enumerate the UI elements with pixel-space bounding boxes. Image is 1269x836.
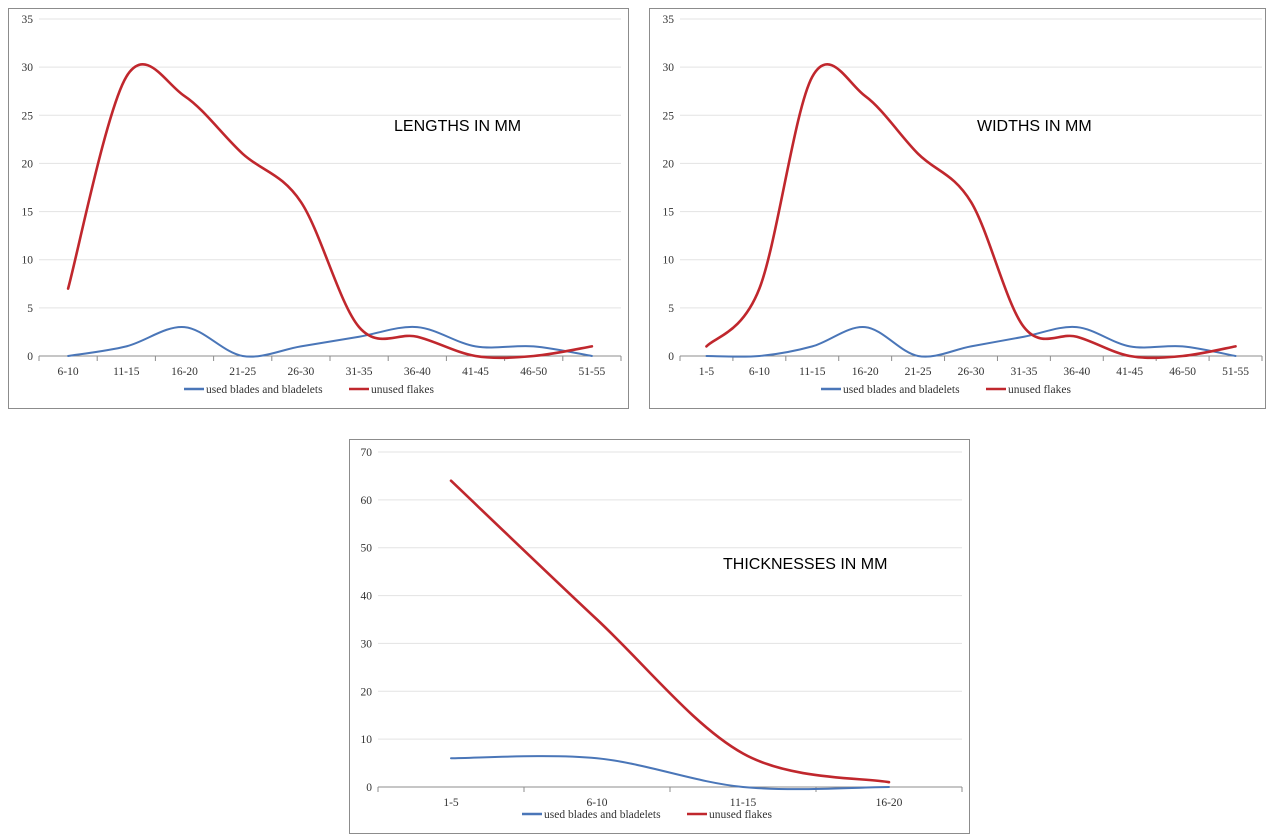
legend-entry: unused flakes	[371, 384, 434, 396]
x-tick-label: 1-5	[443, 797, 459, 809]
y-tick-label: 5	[668, 303, 674, 315]
y-tick-label: 35	[22, 14, 34, 26]
y-tick-label: 35	[663, 14, 675, 26]
y-tick-label: 20	[663, 158, 675, 170]
y-tick-label: 10	[361, 734, 373, 746]
y-tick-label: 10	[663, 255, 675, 267]
chart-svg: 0 5 10 15 20 25 30 35 1-5 6-10 11-15 16-20 21-25 26-3…	[663, 14, 1263, 396]
chart-svg: 0 5 10 15 20 25 30 35 6-10 11-15 16-20 21-25 26-30 31…	[22, 14, 622, 396]
chart-annotation: LENGTHS IN MM	[394, 118, 521, 135]
x-tick-label: 51-55	[1222, 366, 1249, 378]
y-tick-label: 60	[361, 495, 373, 507]
y-tick-label: 40	[361, 591, 373, 603]
chart-annotation: WIDTHS IN MM	[977, 118, 1092, 135]
legend: used blades and bladelets unused flakes	[184, 384, 434, 396]
y-tick-label: 30	[361, 638, 373, 650]
y-tick-label: 15	[22, 207, 34, 219]
x-tick-label: 36-40	[1063, 366, 1090, 378]
y-tick-label: 25	[22, 110, 34, 122]
series-line	[705, 63, 1237, 360]
x-tick-label: 51-55	[578, 366, 605, 378]
legend-entry: unused flakes	[709, 809, 772, 821]
widths-chart: 0 5 10 15 20 25 30 35 1-5 6-10 11-15 16-20 21-25 26-3…	[649, 8, 1266, 409]
y-tick-label: 10	[22, 255, 34, 267]
x-tick-label: 41-45	[462, 366, 489, 378]
y-tick-label: 70	[361, 447, 373, 459]
y-tick-label: 20	[22, 158, 34, 170]
y-tick-label: 0	[27, 351, 33, 363]
chart-svg: 0 10 20 30 40 50 60 70 1-5 6-10 11-15 16-20 THICKNES…	[361, 447, 963, 821]
y-tick-label: 0	[668, 351, 674, 363]
lengths-chart: 0 5 10 15 20 25 30 35 6-10 11-15 16-20 21-25 26-30 31…	[8, 8, 629, 409]
x-tick-label: 41-45	[1116, 366, 1143, 378]
x-tick-label: 16-20	[171, 366, 198, 378]
legend-entry: used blades and bladelets	[843, 384, 960, 396]
legend-entry: used blades and bladelets	[206, 384, 323, 396]
x-tick-label: 11-15	[113, 366, 140, 378]
series-line	[67, 325, 593, 358]
legend: used blades and bladelets unused flakes	[821, 384, 1071, 396]
y-tick-label: 50	[361, 543, 373, 555]
series-line	[705, 325, 1237, 358]
x-tick-label: 16-20	[852, 366, 879, 378]
x-tick-label: 6-10	[749, 366, 770, 378]
legend-entry: used blades and bladelets	[544, 809, 661, 821]
x-tick-label: 31-35	[1010, 366, 1037, 378]
x-tick-label: 31-35	[346, 366, 373, 378]
y-tick-label: 0	[366, 782, 372, 794]
y-tick-label: 20	[361, 686, 373, 698]
x-tick-label: 11-15	[730, 797, 757, 809]
x-tick-label: 16-20	[876, 797, 903, 809]
x-tick-label: 36-40	[404, 366, 431, 378]
x-tick-label: 11-15	[799, 366, 826, 378]
y-tick-label: 30	[663, 62, 675, 74]
x-tick-label: 6-10	[58, 366, 79, 378]
y-tick-label: 5	[27, 303, 33, 315]
x-tick-label: 6-10	[586, 797, 607, 809]
thicknesses-chart: 0 10 20 30 40 50 60 70 1-5 6-10 11-15 16-20 THICKNES…	[349, 439, 970, 834]
x-tick-label: 26-30	[287, 366, 314, 378]
chart-annotation: THICKNESSES IN MM	[723, 556, 887, 573]
series-line	[449, 479, 891, 784]
y-tick-label: 25	[663, 110, 675, 122]
legend-entry: unused flakes	[1008, 384, 1071, 396]
x-tick-label: 26-30	[958, 366, 985, 378]
y-tick-label: 30	[22, 62, 34, 74]
series-line	[66, 63, 594, 360]
series-line	[450, 755, 890, 791]
y-tick-label: 15	[663, 207, 675, 219]
legend: used blades and bladelets unused flakes	[522, 809, 772, 821]
x-tick-label: 21-25	[905, 366, 932, 378]
x-tick-label: 46-50	[1169, 366, 1196, 378]
x-tick-label: 21-25	[229, 366, 256, 378]
x-tick-label: 46-50	[520, 366, 547, 378]
x-tick-label: 1-5	[699, 366, 715, 378]
